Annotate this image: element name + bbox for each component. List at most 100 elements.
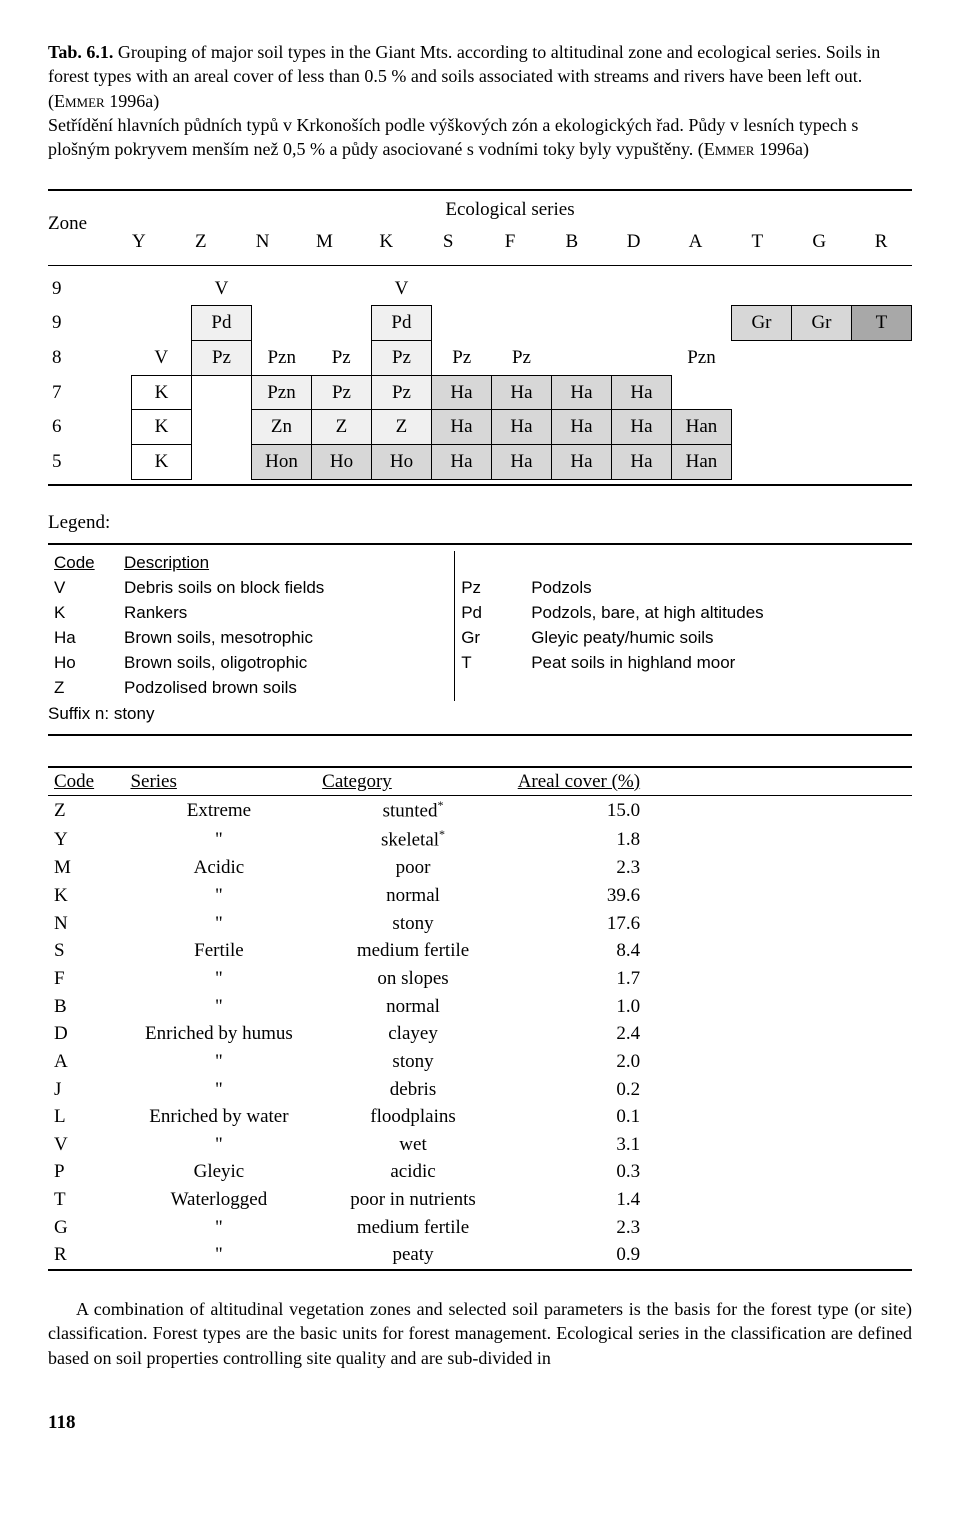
series-category: stony bbox=[319, 1048, 508, 1076]
legend-desc: Podzols bbox=[525, 576, 912, 601]
zone-col-F: F bbox=[479, 225, 541, 259]
series-name: " bbox=[119, 1214, 318, 1242]
page-number: 118 bbox=[48, 1410, 912, 1436]
zone-cell: Ha bbox=[551, 375, 611, 410]
zone-cell: Ho bbox=[371, 444, 431, 479]
zone-col-M: M bbox=[294, 225, 356, 259]
zone-cell: Pzn bbox=[671, 341, 731, 376]
series-category: skeletal* bbox=[319, 825, 508, 854]
legend-desc: Podzolised brown soils bbox=[118, 676, 455, 701]
series-name: Fertile bbox=[119, 937, 318, 965]
legend-desc bbox=[525, 676, 912, 701]
series-name: " bbox=[119, 882, 318, 910]
zone-cell bbox=[131, 272, 191, 306]
series-name: " bbox=[119, 1076, 318, 1104]
zone-cell bbox=[851, 444, 911, 479]
series-category: normal bbox=[319, 993, 508, 1021]
series-head-series: Series bbox=[124, 768, 316, 796]
legend-desc: Podzols, bare, at high altitudes bbox=[525, 601, 912, 626]
zone-cell: Ha bbox=[431, 375, 491, 410]
zone-cell: Gr bbox=[731, 306, 791, 341]
legend-code: K bbox=[48, 601, 118, 626]
series-name: " bbox=[119, 1241, 318, 1269]
zone-cell: V bbox=[191, 272, 251, 306]
series-code: N bbox=[48, 910, 119, 938]
eco-series-label: Ecological series bbox=[108, 197, 912, 223]
zone-cell bbox=[851, 272, 911, 306]
series-category: stunted* bbox=[319, 796, 508, 825]
series-code: B bbox=[48, 993, 119, 1021]
series-cover: 39.6 bbox=[508, 882, 671, 910]
zone-cell bbox=[791, 341, 851, 376]
legend-code: Pz bbox=[455, 576, 525, 601]
zone-cell: Pzn bbox=[251, 341, 311, 376]
series-cover: 0.1 bbox=[508, 1103, 671, 1131]
zone-matrix-body: 9VV9PdPdGrGrT8VPzPznPzPzPzPzPzn7KPznPzPz… bbox=[48, 272, 912, 480]
zone-cell bbox=[731, 341, 791, 376]
zone-cell bbox=[671, 306, 731, 341]
zone-cell: Pzn bbox=[251, 375, 311, 410]
series-cover: 0.3 bbox=[508, 1158, 671, 1186]
zone-cell: Pd bbox=[371, 306, 431, 341]
series-name: Acidic bbox=[119, 854, 318, 882]
zone-cell: Pz bbox=[371, 375, 431, 410]
legend-desc: Peat soils in highland moor bbox=[525, 651, 912, 676]
zone-cell bbox=[431, 272, 491, 306]
zone-cell: V bbox=[371, 272, 431, 306]
legend-code: Ha bbox=[48, 626, 118, 651]
series-code: M bbox=[48, 854, 119, 882]
zone-col-D: D bbox=[603, 225, 665, 259]
series-code: Y bbox=[48, 825, 119, 854]
zone-cell: V bbox=[131, 341, 191, 376]
zone-cell bbox=[671, 272, 731, 306]
series-cover: 1.0 bbox=[508, 993, 671, 1021]
series-code: V bbox=[48, 1131, 119, 1159]
series-cover: 17.6 bbox=[508, 910, 671, 938]
zone-cell bbox=[611, 272, 671, 306]
series-cover: 1.8 bbox=[508, 825, 671, 854]
series-name: Enriched by water bbox=[119, 1103, 318, 1131]
legend-desc: Debris soils on block fields bbox=[118, 576, 455, 601]
zone-cell bbox=[311, 272, 371, 306]
zone-cell bbox=[731, 375, 791, 410]
zone-col-G: G bbox=[788, 225, 850, 259]
legend-code: Pd bbox=[455, 601, 525, 626]
series-code: J bbox=[48, 1076, 119, 1104]
legend-desc: Brown soils, oligotrophic bbox=[118, 651, 455, 676]
series-name: " bbox=[119, 910, 318, 938]
series-name: " bbox=[119, 825, 318, 854]
series-category: stony bbox=[319, 910, 508, 938]
series-cover: 2.4 bbox=[508, 1020, 671, 1048]
zone-col-R: R bbox=[850, 225, 912, 259]
zone-cell: Z bbox=[371, 410, 431, 445]
caption-ref1: Emmer bbox=[54, 91, 105, 111]
series-code: L bbox=[48, 1103, 119, 1131]
series-name: " bbox=[119, 1048, 318, 1076]
zone-cell: Pz bbox=[491, 341, 551, 376]
zone-col-N: N bbox=[232, 225, 294, 259]
zone-cell bbox=[851, 341, 911, 376]
zone-cell: Ha bbox=[611, 375, 671, 410]
zone-cell: Pz bbox=[311, 341, 371, 376]
zone-cell bbox=[731, 410, 791, 445]
series-category: acidic bbox=[319, 1158, 508, 1186]
zone-row-label: 7 bbox=[48, 375, 131, 410]
series-cover: 0.2 bbox=[508, 1076, 671, 1104]
zone-cell bbox=[491, 272, 551, 306]
zone-cell bbox=[191, 444, 251, 479]
legend-code bbox=[455, 676, 525, 701]
zone-cell bbox=[191, 410, 251, 445]
zone-col-S: S bbox=[417, 225, 479, 259]
zone-cell bbox=[251, 272, 311, 306]
zone-cell bbox=[491, 306, 551, 341]
zone-cell: Ha bbox=[491, 410, 551, 445]
zone-cell bbox=[131, 306, 191, 341]
legend-head-desc: Description bbox=[118, 551, 455, 576]
zone-cell bbox=[791, 410, 851, 445]
zone-cell: Han bbox=[671, 410, 731, 445]
series-name: Extreme bbox=[119, 796, 318, 825]
series-code: P bbox=[48, 1158, 119, 1186]
series-category: clayey bbox=[319, 1020, 508, 1048]
series-table: Code Series Category Areal cover (%) bbox=[48, 768, 670, 796]
zone-cell bbox=[611, 341, 671, 376]
